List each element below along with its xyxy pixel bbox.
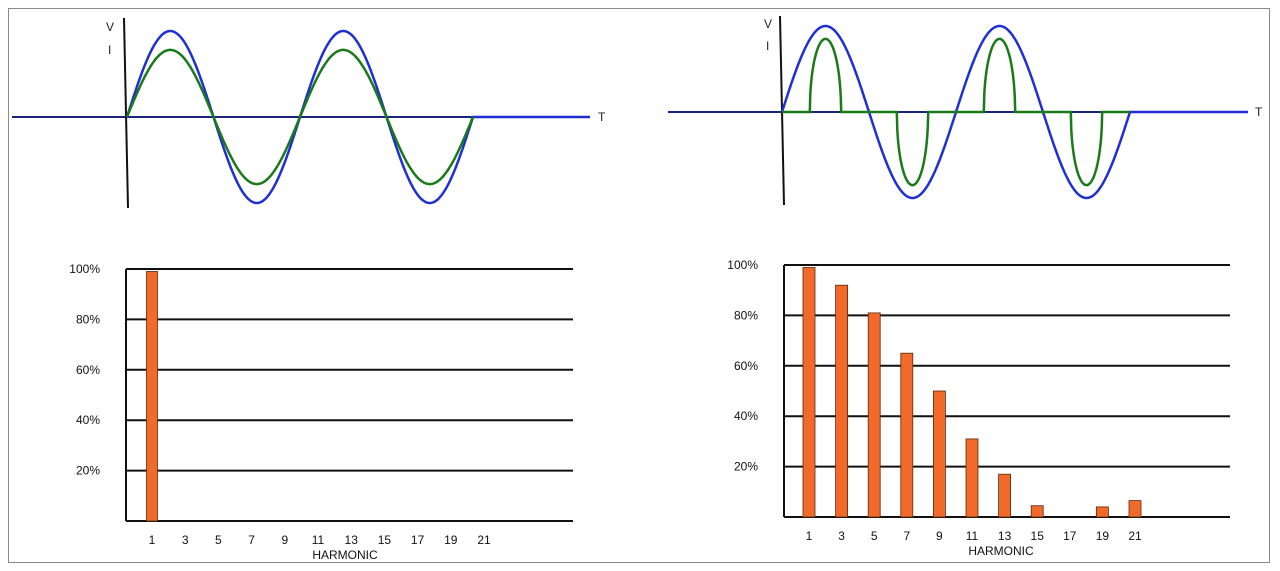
- legend-i-label: I: [766, 39, 769, 53]
- y-tick-label: 80%: [734, 308, 758, 322]
- bar-harmonic-1: [802, 267, 816, 518]
- y-tick-label: 100%: [727, 258, 758, 272]
- legend-v-label: V: [106, 20, 114, 34]
- bar-harmonic-9: [933, 390, 946, 518]
- x-tick-label: 17: [1063, 529, 1077, 543]
- bar-harmonic-5: [867, 312, 881, 518]
- x-axis-title: HARMONIC: [312, 548, 378, 562]
- waveform-left: V I T: [12, 17, 606, 209]
- bar-harmonic-11: [965, 438, 979, 518]
- y-tick-label: 80%: [76, 312, 100, 326]
- y-tick-label: 40%: [76, 413, 100, 427]
- bar-harmonic-19: [1096, 506, 1109, 518]
- waveform-right: V I T: [668, 15, 1263, 206]
- x-tick-label: 11: [966, 529, 979, 543]
- legend-i-label: I: [108, 43, 111, 57]
- voltage-curve: [780, 24, 1248, 200]
- current-curve: [782, 37, 1130, 187]
- x-tick-label: 9: [281, 533, 288, 547]
- figure-frame: [8, 8, 1270, 563]
- y-tick-label: 40%: [734, 409, 758, 423]
- vertical-axis: [123, 17, 129, 209]
- x-tick-label: 17: [411, 533, 425, 547]
- x-tick-label: 5: [215, 533, 222, 547]
- bar-harmonic-21: [1128, 500, 1142, 518]
- x-axis-label: T: [1255, 105, 1263, 119]
- x-tick-label: 13: [998, 529, 1012, 543]
- bar-harmonic-15: [1030, 505, 1044, 518]
- x-tick-label: 5: [871, 529, 878, 543]
- x-tick-label: 13: [345, 533, 359, 547]
- x-tick-label: 15: [378, 533, 392, 547]
- bar-harmonic-13: [998, 473, 1011, 518]
- x-tick-label: 19: [444, 533, 458, 547]
- y-tick-label: 20%: [76, 464, 100, 478]
- x-tick-label: 1: [149, 533, 156, 547]
- bar-harmonic-1: [146, 271, 158, 522]
- x-tick-label: 15: [1031, 529, 1045, 543]
- y-tick-label: 60%: [76, 363, 100, 377]
- x-axis-title: HARMONIC: [968, 544, 1034, 558]
- bar-harmonic-3: [835, 284, 848, 518]
- x-tick-label: 7: [903, 529, 910, 543]
- x-tick-label: 3: [182, 533, 189, 547]
- x-tick-label: 7: [248, 533, 255, 547]
- legend-v-label: V: [764, 17, 772, 31]
- x-tick-label: 21: [477, 533, 491, 547]
- harmonic-bar-chart-left: 20%40%60%80%100%1 3 5 7 9 11 13 15 17 19 21HARMONI…: [69, 262, 573, 562]
- bar-harmonic-7: [900, 352, 914, 518]
- x-tick-label: 21: [1128, 529, 1142, 543]
- harmonic-bar-chart-right: 20%40%60%80%100%1 3 5 7 9 11 13 15 17 19 21HARMONI…: [727, 258, 1230, 558]
- x-tick-label: 9: [936, 529, 943, 543]
- y-tick-label: 100%: [69, 262, 100, 276]
- y-tick-label: 20%: [734, 460, 758, 474]
- x-tick-label: 19: [1096, 529, 1110, 543]
- x-axis-label: T: [598, 110, 606, 124]
- x-tick-label: 3: [838, 529, 845, 543]
- y-tick-label: 60%: [734, 359, 758, 373]
- current-curve: [125, 48, 475, 186]
- x-tick-label: 11: [312, 533, 325, 547]
- x-tick-label: 1: [806, 529, 813, 543]
